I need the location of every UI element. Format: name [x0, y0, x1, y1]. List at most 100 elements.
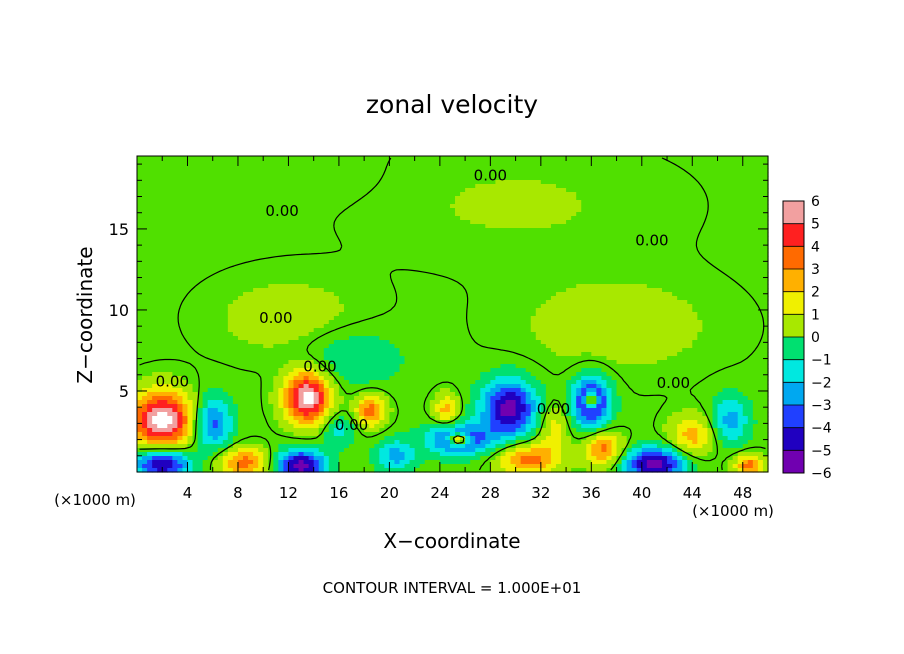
field-cell: [545, 196, 552, 201]
field-cell: [197, 160, 204, 165]
field-cell: [419, 312, 426, 317]
field-cell: [243, 236, 249, 241]
field-cell: [298, 256, 305, 261]
field-cell: [712, 176, 719, 181]
field-cell: [424, 184, 431, 189]
field-cell: [253, 168, 259, 173]
field-cell: [157, 312, 163, 317]
field-cell: [561, 288, 567, 293]
field-cell: [283, 268, 290, 273]
field-cell: [369, 208, 375, 213]
field-cell: [661, 276, 668, 281]
field-cell: [414, 264, 421, 269]
field-cell: [177, 296, 184, 301]
field-cell: [712, 308, 719, 313]
field-cell: [641, 312, 648, 317]
field-cell: [616, 156, 623, 161]
field-cell: [369, 204, 375, 209]
field-cell: [631, 260, 638, 265]
field-cell: [651, 300, 658, 305]
field-cell: [520, 172, 527, 177]
field-cell: [490, 304, 497, 309]
field-cell: [288, 280, 295, 285]
field-cell: [369, 284, 375, 289]
field-cell: [207, 200, 214, 205]
field-cell: [333, 184, 340, 189]
field-cell: [581, 204, 587, 209]
field-cell: [727, 292, 734, 297]
field-cell: [500, 244, 507, 249]
field-cell: [222, 180, 229, 185]
field-cell: [444, 312, 451, 317]
field-cell: [364, 300, 370, 305]
field-cell: [338, 296, 345, 301]
field-cell: [303, 192, 310, 197]
field-cell: [399, 172, 406, 177]
field-cell: [323, 172, 330, 177]
field-cell: [480, 156, 486, 161]
field-cell: [555, 180, 562, 185]
field-cell: [258, 300, 264, 305]
field-cell: [732, 176, 739, 181]
field-cell: [293, 264, 300, 269]
field-cell: [692, 180, 698, 185]
field-cell: [202, 216, 209, 221]
field-cell: [384, 228, 390, 233]
field-cell: [550, 280, 557, 285]
field-cell: [374, 192, 380, 197]
field-cell: [606, 200, 613, 205]
field-cell: [727, 312, 734, 317]
field-cell: [273, 200, 279, 205]
field-cell: [202, 312, 209, 317]
field-cell: [651, 208, 658, 213]
field-cell: [611, 296, 618, 301]
field-cell: [672, 212, 678, 217]
field-cell: [631, 188, 638, 193]
field-cell: [258, 312, 264, 317]
field-cell: [278, 276, 284, 281]
field-cell: [429, 256, 436, 261]
field-cell: [611, 276, 618, 281]
field-cell: [697, 288, 703, 293]
field-cell: [182, 240, 189, 245]
field-cell: [434, 156, 441, 161]
field-cell: [162, 252, 168, 257]
field-cell: [162, 224, 168, 229]
field-cell: [409, 308, 416, 313]
field-cell: [757, 196, 764, 201]
field-cell: [328, 160, 335, 165]
field-cell: [303, 212, 310, 217]
field-cell: [667, 276, 673, 281]
field-cell: [444, 244, 451, 249]
field-cell: [439, 196, 446, 201]
field-cell: [429, 260, 436, 265]
field-cell: [414, 284, 421, 289]
field-cell: [586, 196, 592, 201]
field-cell: [434, 212, 441, 217]
field-cell: [197, 212, 204, 217]
field-cell: [470, 164, 476, 169]
field-cell: [717, 252, 724, 257]
field-cell: [636, 188, 643, 193]
field-cell: [424, 280, 431, 285]
field-cell: [757, 212, 764, 217]
field-cell: [550, 288, 557, 293]
field-cell: [283, 232, 290, 237]
field-cell: [525, 208, 532, 213]
field-cell: [475, 268, 481, 273]
field-cell: [182, 236, 189, 241]
field-cell: [293, 296, 300, 301]
field-cell: [273, 296, 279, 301]
field-cell: [273, 220, 279, 225]
field-cell: [697, 304, 703, 309]
field-cell: [253, 280, 259, 285]
field-cell: [444, 236, 451, 241]
field-cell: [596, 308, 603, 313]
field-cell: [656, 180, 663, 185]
field-cell: [212, 156, 219, 161]
field-cell: [167, 268, 173, 273]
field-cell: [338, 312, 345, 317]
field-cell: [535, 276, 542, 281]
field-cell: [283, 292, 290, 297]
field-cell: [505, 196, 512, 201]
